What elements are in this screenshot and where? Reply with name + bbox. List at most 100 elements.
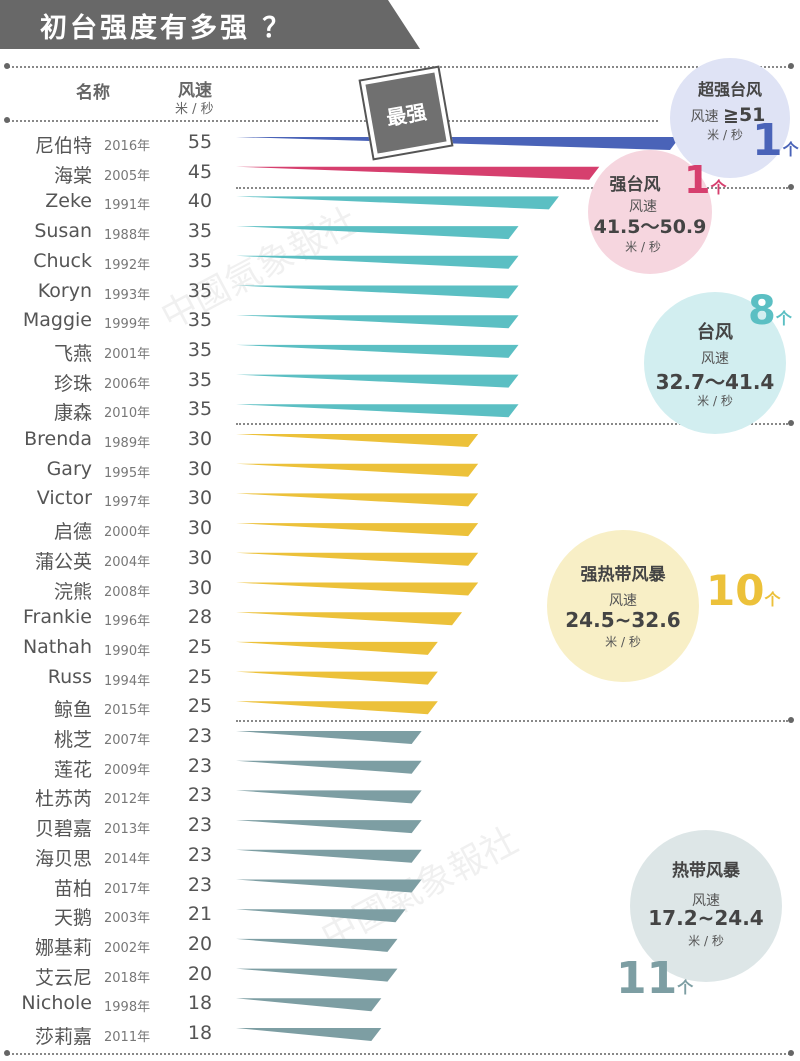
- row-speed: 35: [187, 220, 213, 243]
- bar-strong_storm: [236, 671, 438, 685]
- bar-strong_storm: [236, 463, 479, 477]
- row-year: 1992年: [104, 257, 151, 273]
- row-year: 1989年: [104, 436, 151, 451]
- divider-cap: [4, 117, 10, 123]
- row-year: 2005年: [104, 168, 151, 184]
- bar-storm: [236, 820, 422, 834]
- row-speed: 23: [187, 784, 213, 807]
- row-speed: 25: [187, 695, 213, 718]
- bar-typhoon: [236, 226, 519, 240]
- row-name: 苗柏: [53, 877, 92, 900]
- super-typhoon-count: 1个: [752, 115, 799, 166]
- super-typhoon-count-value: 1: [752, 115, 783, 166]
- row-name: Nichole: [21, 992, 92, 1015]
- bar-storm: [236, 879, 422, 893]
- super-typhoon-unit: 米 / 秒: [707, 128, 743, 142]
- typhoon-unit: 米 / 秒: [697, 394, 733, 408]
- row-year: 1991年: [104, 198, 151, 214]
- strong-storm-bubble: [547, 530, 699, 682]
- row-year: 1993年: [104, 287, 151, 303]
- top-divider: [8, 66, 790, 68]
- strong-typhoon-unit: 米 / 秒: [625, 240, 661, 254]
- header-divider: [8, 120, 658, 122]
- bar-strong_storm: [236, 552, 479, 566]
- divider-cap: [4, 1050, 10, 1056]
- row-year: 1990年: [104, 643, 151, 659]
- row-name: Gary: [46, 457, 92, 480]
- row-speed: 28: [187, 606, 213, 629]
- row-speed: 20: [187, 932, 213, 955]
- tropical-storm-count-value: 11: [616, 953, 678, 1004]
- tropical-storm-range: 17.2~24.4: [648, 906, 764, 930]
- bar-strong_storm: [236, 582, 479, 596]
- row-year: 2015年: [104, 703, 151, 719]
- row-speed: 30: [187, 428, 213, 450]
- row-name: Koryn: [37, 279, 92, 302]
- row-name: 浣熊: [53, 580, 92, 603]
- strong-typhoon-count-value: 1: [684, 158, 711, 202]
- row-speed: 35: [187, 398, 213, 421]
- strong-typhoon-range: 41.5～50.9: [593, 216, 707, 238]
- super-typhoon-name: 超强台风: [697, 80, 762, 99]
- row-name: 飞燕: [53, 342, 92, 365]
- row-name: 莲花: [53, 758, 92, 781]
- strong-storm-unit: 米 / 秒: [605, 635, 641, 649]
- row-year: 1988年: [104, 228, 151, 244]
- row-speed: 30: [187, 517, 213, 540]
- typhoon-count-value: 8: [748, 288, 776, 334]
- row-speed: 18: [187, 992, 213, 1015]
- row-speed: 35: [187, 309, 213, 332]
- super-typhoon-range: ≧51: [723, 104, 766, 126]
- bar-storm: [236, 849, 422, 863]
- row-year: 2006年: [104, 376, 151, 392]
- bar-typhoon: [236, 344, 519, 358]
- bar-strong: [236, 166, 600, 180]
- row-name: 娜基莉: [34, 936, 92, 959]
- row-year: 2000年: [104, 525, 151, 541]
- row-year: 1997年: [104, 495, 151, 511]
- row-year: 2017年: [104, 881, 151, 897]
- divider-cap: [788, 717, 794, 723]
- bar-storm: [236, 938, 398, 952]
- typhoon-count: 8个: [748, 288, 792, 334]
- badge-fill: 最强: [365, 72, 447, 154]
- bar-typhoon: [236, 404, 519, 418]
- strong-typhoon-count-unit: 个: [710, 178, 727, 197]
- tropical-storm-bubble: [630, 830, 782, 982]
- row-year: 1996年: [104, 614, 151, 630]
- row-name: Chuck: [33, 249, 92, 272]
- strong-storm-speed-label: 风速: [609, 593, 637, 609]
- row-year: 2010年: [104, 406, 151, 422]
- row-year: 2001年: [104, 346, 151, 362]
- strong-storm-range: 24.5~32.6: [565, 608, 681, 632]
- divider-cap: [788, 184, 794, 190]
- row-speed: 35: [187, 338, 213, 361]
- row-speed: 23: [187, 814, 213, 837]
- row-name: Zeke: [45, 190, 92, 213]
- row-year: 2009年: [104, 762, 151, 778]
- tropical-storm-name: 热带风暴: [672, 861, 740, 881]
- strong-storm-count-value: 10: [706, 566, 765, 615]
- bar-strong_storm: [236, 434, 479, 447]
- bar-super: [236, 137, 680, 150]
- row-speed: 55: [187, 131, 213, 153]
- chart-title: 初台强度有多强 ？: [40, 13, 293, 44]
- row-name: 贝碧嘉: [34, 818, 92, 841]
- tropical-storm-count: 11个: [616, 953, 693, 1004]
- tropical-storm-count-unit: 个: [677, 978, 694, 997]
- row-name: Brenda: [24, 428, 92, 450]
- bar-storm: [236, 1028, 382, 1041]
- strong-typhoon-bubble: [588, 150, 712, 274]
- row-speed: 18: [187, 1022, 213, 1044]
- row-year: 2003年: [104, 911, 151, 927]
- bar-storm: [236, 998, 382, 1012]
- row-name: 珍珠: [53, 372, 92, 395]
- bar-strong_storm: [236, 612, 463, 626]
- row-name: 天鹅: [53, 907, 92, 930]
- title-banner: [0, 0, 420, 49]
- strong-storm-count-unit: 个: [764, 590, 781, 609]
- badge-label: 最强: [384, 99, 429, 130]
- super-typhoon-bubble: [670, 58, 790, 178]
- row-year: 2008年: [104, 584, 151, 600]
